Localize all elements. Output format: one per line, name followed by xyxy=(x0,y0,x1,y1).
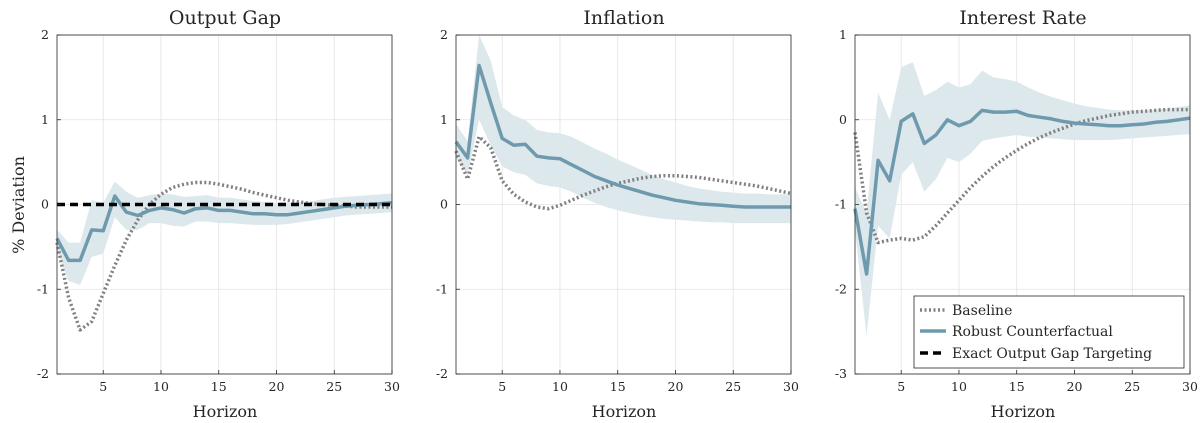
x-tick-label: 5 xyxy=(498,379,506,394)
legend-label-exact: Exact Output Gap Targeting xyxy=(952,346,1152,362)
y-tick-label: 1 xyxy=(41,112,49,127)
y-axis-label: % Deviation xyxy=(9,156,28,254)
x-axis-label: Horizon xyxy=(991,402,1056,421)
x-tick-label: 20 xyxy=(668,379,684,394)
series-line-baseline xyxy=(454,134,792,211)
panel-title: Interest Rate xyxy=(959,7,1086,29)
x-tick-label: 10 xyxy=(552,379,568,394)
series-line-baseline xyxy=(853,107,1190,245)
x-tick-label: 15 xyxy=(610,379,626,394)
plot-area: 5 10 15 20 25 30 -2 -1 0 1 2 xyxy=(37,27,400,394)
series-line-robust-counterfactual xyxy=(55,194,393,263)
legend-label-robust: Robust Counterfactual xyxy=(952,324,1113,340)
x-axis-label: Horizon xyxy=(193,402,258,421)
x-tick-label: 20 xyxy=(269,379,285,394)
panel-title: Inflation xyxy=(583,7,664,29)
y-tick-label: -1 xyxy=(37,281,49,296)
y-tick-label: -2 xyxy=(37,366,49,381)
x-tick-label: 10 xyxy=(153,379,169,394)
interest-rate-panel: 5 10 15 20 25 30 -3 -2 -1 0 1 Interest Rate Horizo… xyxy=(835,7,1198,421)
y-tick-label: 0 xyxy=(839,112,847,127)
confidence-band xyxy=(456,35,791,224)
inflation-panel: 5 10 15 20 25 30 -2 -1 0 1 2 Inflation Horizon xyxy=(436,7,799,421)
x-tick-label: 25 xyxy=(725,379,741,394)
x-tick-label: 30 xyxy=(384,379,400,394)
x-tick-label: 30 xyxy=(783,379,799,394)
y-tick-label: -2 xyxy=(436,366,448,381)
confidence-band xyxy=(57,181,392,286)
y-tick-label: -1 xyxy=(835,197,847,212)
output-gap-panel: 5 10 15 20 25 30 -2 -1 0 1 2 Output Gap Horizon % … xyxy=(9,7,400,421)
y-tick-label: 1 xyxy=(440,112,448,127)
legend-label-baseline: Baseline xyxy=(952,303,1012,319)
x-tick-label: 30 xyxy=(1182,379,1198,394)
y-tick-label: 0 xyxy=(440,197,448,212)
y-tick-label: 2 xyxy=(440,27,448,42)
plot-area: 5 10 15 20 25 30 -3 -2 -1 0 1 xyxy=(835,27,1198,394)
y-tick-label: -3 xyxy=(835,366,847,381)
y-tick-label: 0 xyxy=(41,197,49,212)
y-tick-label: -2 xyxy=(835,281,847,296)
series-line-robust-counterfactual xyxy=(454,63,791,209)
plot-area: 5 10 15 20 25 30 -2 -1 0 1 2 xyxy=(436,27,799,394)
legend-box xyxy=(913,295,1185,369)
y-tick-label: 1 xyxy=(839,27,847,42)
x-tick-label: 25 xyxy=(326,379,342,394)
legend: Baseline Robust Counterfactual Exact Out… xyxy=(913,295,1185,369)
x-axis-label: Horizon xyxy=(592,402,657,421)
panel-title: Output Gap xyxy=(169,7,281,29)
x-tick-label: 25 xyxy=(1124,379,1140,394)
confidence-band xyxy=(855,62,1190,336)
x-tick-label: 10 xyxy=(951,379,967,394)
y-tick-label: -1 xyxy=(436,281,448,296)
x-tick-label: 15 xyxy=(1009,379,1025,394)
series-line-robust-counterfactual xyxy=(853,108,1191,276)
x-tick-label: 20 xyxy=(1067,379,1083,394)
x-tick-label: 15 xyxy=(211,379,227,394)
x-tick-label: 5 xyxy=(897,379,905,394)
y-tick-label: 2 xyxy=(41,27,49,42)
x-tick-label: 5 xyxy=(99,379,107,394)
